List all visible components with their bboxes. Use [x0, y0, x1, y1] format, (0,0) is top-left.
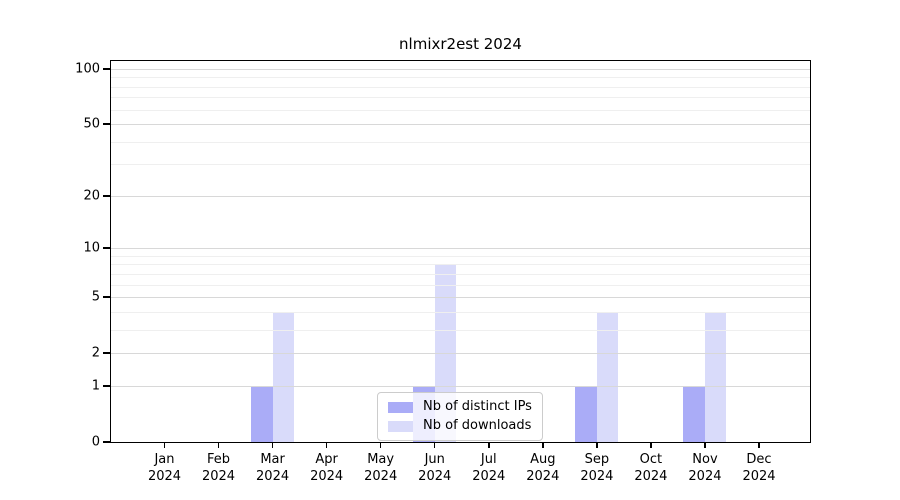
x-axis-tick [163, 442, 166, 448]
gridline-minor [111, 264, 810, 266]
y-axis-tick-label: 2 [91, 345, 100, 361]
y-axis-tick [103, 195, 110, 197]
y-axis-tick-label: 50 [83, 116, 100, 132]
x-axis-tick [379, 442, 382, 448]
y-axis-tick-label: 100 [75, 61, 100, 77]
legend-swatch-distinct-ips [388, 401, 413, 413]
x-axis-tick-label: May 2024 [364, 452, 398, 484]
y-axis-tick [103, 441, 110, 443]
x-axis-tick [704, 442, 706, 448]
gridline-minor [111, 311, 810, 313]
bar-downloads [596, 311, 619, 442]
gridline-minor [111, 329, 810, 331]
x-axis-tick-label: Jul 2024 [472, 452, 506, 484]
chart-title: nlmixr2est 2024 [399, 35, 522, 53]
x-axis-tick-label: Oct 2024 [634, 452, 668, 484]
x-axis-tick-label: Sep 2024 [580, 452, 614, 484]
legend-swatch-downloads [388, 420, 413, 432]
x-axis-tick [650, 442, 652, 448]
y-axis-tick-label: 10 [83, 240, 100, 256]
legend: Nb of distinct IPs Nb of downloads [377, 392, 543, 441]
y-axis-tick-label: 5 [91, 289, 100, 305]
y-axis-tick-label: 20 [83, 188, 100, 204]
gridline-minor [111, 86, 810, 88]
gridline-minor [111, 77, 810, 79]
y-axis-tick [103, 123, 110, 125]
plot-area: Nb of distinct IPs Nb of downloads 0 1 2 5 1… [75, 60, 811, 484]
x-axis-tick [542, 442, 544, 448]
legend-label-downloads: Nb of downloads [423, 418, 532, 433]
y-axis-tick [103, 68, 110, 70]
x-axis-tick-label: Nov 2024 [688, 452, 722, 484]
bar-downloads [704, 311, 727, 442]
x-axis-tick [271, 442, 274, 448]
gridline-minor [111, 109, 810, 111]
legend-item-downloads: Nb of downloads [388, 419, 532, 433]
y-axis-tick [103, 385, 110, 387]
x-axis-tick [758, 442, 760, 448]
gridline-major [111, 69, 810, 70]
legend-label-distinct-ips: Nb of distinct IPs [423, 399, 532, 414]
x-axis-tick-label: Feb 2024 [201, 452, 236, 484]
gridline-major [111, 297, 810, 299]
x-axis-tick-label: Dec 2024 [742, 452, 776, 484]
x-axis-tick [596, 442, 598, 448]
x-axis-tick-label: Apr 2024 [310, 452, 344, 484]
gridline-minor [111, 97, 810, 99]
gridline-minor [111, 164, 810, 166]
x-axis-tick-label: Jun 2024 [418, 452, 452, 484]
x-axis-tick-label: Aug 2024 [526, 452, 560, 484]
gridline-major [111, 353, 810, 355]
y-axis-tick [103, 352, 110, 354]
x-axis-tick-label: Jan 2024 [147, 452, 182, 484]
x-axis-tick [488, 442, 490, 448]
x-axis-tick [325, 442, 328, 448]
gridline-minor [111, 255, 810, 257]
gridline-major [111, 195, 810, 197]
x-axis-tick-label: Mar 2024 [256, 452, 290, 484]
bar-distinct-ips [575, 385, 597, 442]
y-axis-tick-label: 0 [91, 434, 100, 450]
bar-downloads [272, 311, 295, 442]
y-axis-tick [103, 296, 110, 298]
gridline-major [111, 248, 810, 250]
gridline-minor [111, 141, 810, 143]
y-axis-tick [103, 247, 110, 249]
bar-distinct-ips [683, 385, 705, 442]
legend-item-distinct-ips: Nb of distinct IPs [388, 400, 532, 414]
gridline-minor [111, 273, 810, 275]
gridline-major [111, 124, 810, 126]
gridline-minor [111, 284, 810, 286]
x-axis-tick [217, 442, 220, 448]
x-axis-tick [433, 442, 436, 448]
y-axis-tick-label: 1 [91, 378, 100, 394]
gridline-major [111, 385, 810, 387]
bar-distinct-ips [251, 385, 273, 442]
